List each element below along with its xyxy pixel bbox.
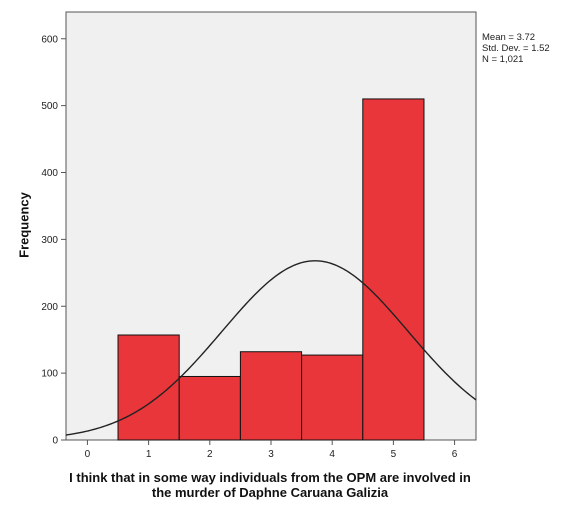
y-tick-label: 100: [41, 369, 58, 380]
normal-curve: [65, 260, 477, 436]
stats-box: Mean = 3.72 Std. Dev. = 1.52 N = 1,021: [482, 32, 550, 65]
y-tick-label: 400: [41, 168, 58, 179]
x-tick-label: 0: [85, 449, 91, 460]
y-tick-label: 500: [41, 101, 58, 112]
stat-n: N = 1,021: [482, 54, 524, 65]
y-tick-label: 200: [41, 302, 58, 313]
x-tick-label: 2: [207, 449, 213, 460]
y-tick-label: 600: [41, 34, 58, 45]
y-axis-title: Frequency: [16, 192, 32, 258]
y-tick-label: 0: [52, 436, 58, 447]
y-axis: 0 100 200 300 400 500 600: [41, 34, 66, 447]
bar-5: [362, 98, 425, 441]
x-tick-label: 1: [146, 449, 152, 460]
bar-3: [239, 351, 303, 441]
x-tick-label: 3: [268, 449, 274, 460]
x-axis-title: I think that in some way individuals fro…: [69, 470, 471, 500]
bar-4: [301, 354, 364, 441]
stat-std-dev: Std. Dev. = 1.52: [482, 43, 550, 54]
x-axis: 0 1 2 3 4 5 6: [85, 440, 458, 460]
stat-mean: Mean = 3.72: [482, 32, 536, 43]
x-tick-label: 4: [329, 449, 335, 460]
bar-2: [178, 375, 241, 441]
x-tick-label: 5: [391, 449, 397, 460]
x-tick-label: 6: [452, 449, 458, 460]
bars-group: [117, 98, 425, 441]
y-tick-label: 300: [41, 235, 58, 246]
